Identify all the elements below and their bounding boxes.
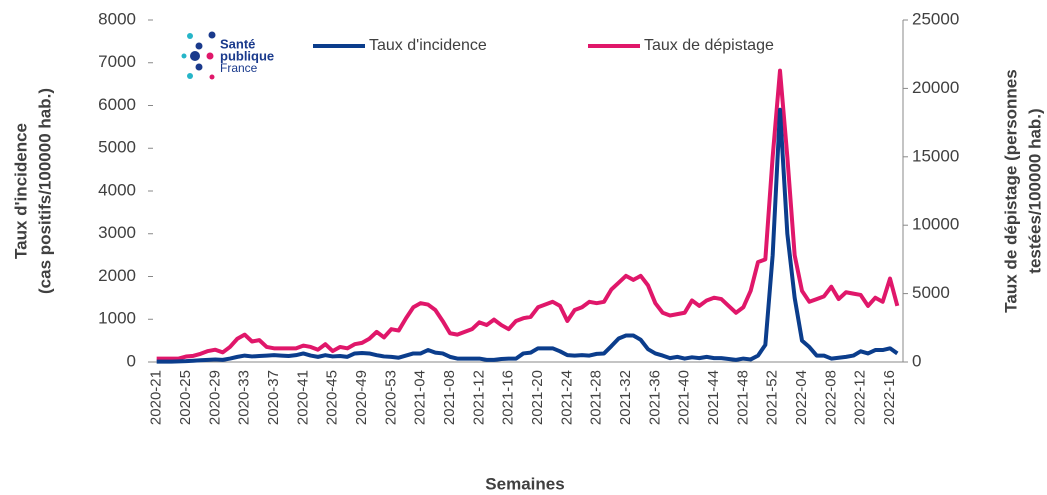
x-tick-label: 2021-40: [676, 370, 693, 425]
series-line: [156, 68, 900, 361]
logo-dot: [181, 53, 187, 59]
y2-tick-label: 15000: [912, 146, 959, 165]
logo-dot: [187, 33, 193, 39]
logo-text: France: [220, 61, 258, 75]
series-line: [156, 107, 899, 364]
logo-dot: [187, 73, 193, 79]
logo: Santé publique France: [181, 31, 274, 80]
x-tick-label: 2020-29: [206, 370, 223, 425]
x-tick-label: 2020-33: [236, 370, 253, 425]
x-tick-label: 2022-16: [881, 370, 898, 425]
y-tick-label: 8000: [98, 9, 136, 28]
y2-axis-title: Taux de dépistage (personnes testées/100…: [1001, 69, 1044, 312]
logo-dot: [190, 51, 200, 61]
y2-axis-title-line: Taux de dépistage (personnes: [1001, 69, 1020, 312]
x-tick-label: 2021-52: [764, 370, 781, 425]
x-tick-label: 2021-24: [558, 370, 575, 425]
x-tick-label: 2020-21: [148, 370, 165, 425]
x-tick-label: 2021-12: [470, 370, 487, 425]
x-tick-label: 2022-08: [822, 370, 839, 425]
x-tick-label: 2020-49: [353, 370, 370, 425]
x-tick-label: 2020-25: [177, 370, 194, 425]
x-axis-title: Semaines: [485, 474, 564, 493]
logo-dot: [195, 63, 203, 71]
x-tick-label: 2021-36: [646, 370, 663, 425]
y-tick-label: 4000: [98, 180, 136, 199]
logo-text: Santé: [220, 36, 255, 51]
x-tick-label: 2022-04: [793, 370, 810, 425]
y-axis-title-line: (cas positifs/100000 hab.): [35, 88, 54, 294]
x-tick-label: 2020-37: [265, 370, 282, 425]
y-tick-label: 5000: [98, 138, 136, 157]
y-tick-label: 7000: [98, 52, 136, 71]
logo-dot: [209, 74, 215, 80]
y-tick-label: 3000: [98, 223, 136, 242]
logo-dot: [208, 31, 216, 39]
y2-tick-label: 5000: [912, 283, 950, 302]
y-axis-title-line: Taux d'incidence: [11, 123, 30, 259]
x-tick-label: 2021-08: [441, 370, 458, 425]
y2-tick-label: 10000: [912, 215, 959, 234]
y2-tick-label: 0: [912, 351, 921, 370]
x-tick-label: 2021-16: [500, 370, 517, 425]
x-tick-label: 2020-41: [294, 370, 311, 425]
y2-tick-label: 20000: [912, 78, 959, 97]
x-tick-label: 2021-28: [588, 370, 605, 425]
x-tick-label: 2021-44: [705, 370, 722, 425]
legend-label: Taux d'incidence: [369, 37, 487, 54]
x-tick-label: 2022-12: [852, 370, 869, 425]
y2-tick-label: 25000: [912, 9, 959, 28]
y-tick-label: 6000: [98, 95, 136, 114]
x-tick-label: 2021-04: [412, 370, 429, 425]
x-tick-label: 2021-20: [529, 370, 546, 425]
logo-dot: [206, 52, 214, 60]
x-tick-label: 2021-32: [617, 370, 634, 425]
legend-label: Taux de dépistage: [644, 37, 774, 54]
logo-dot: [195, 42, 203, 50]
y-tick-label: 2000: [98, 266, 136, 285]
y-axis-title: Taux d'incidence (cas positifs/100000 ha…: [11, 88, 54, 294]
x-tick-label: 2021-48: [734, 370, 751, 425]
logo-text: publique: [220, 48, 274, 63]
y-tick-label: 1000: [98, 309, 136, 328]
x-tick-label: 2020-45: [324, 370, 341, 425]
x-tick-label: 2020-53: [382, 370, 399, 425]
y-tick-label: 0: [127, 351, 136, 370]
y2-axis-title-line: testées/100000 hab.): [1025, 108, 1044, 273]
